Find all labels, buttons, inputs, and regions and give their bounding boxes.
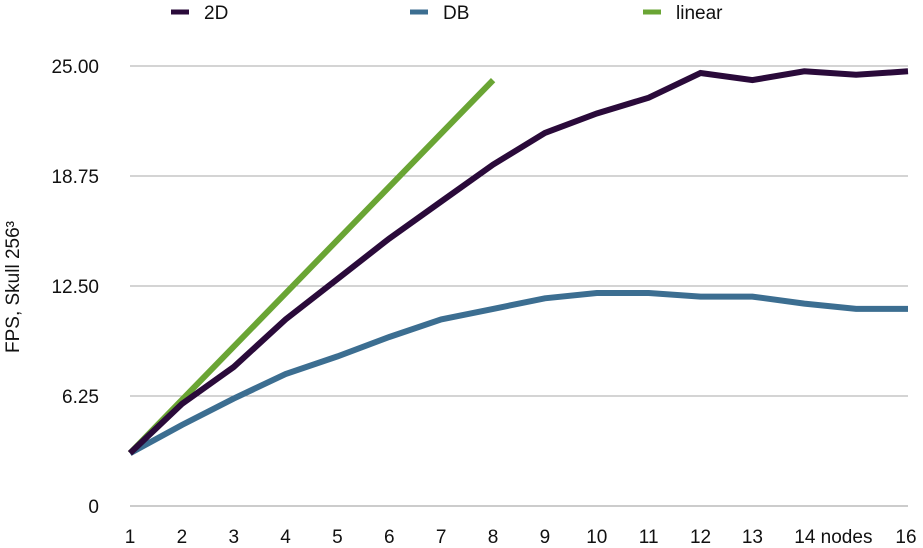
x-tick-label: 1: [125, 527, 136, 548]
series-line-linear: [127, 78, 496, 456]
y-axis-title: FPS, Skull 256³: [3, 221, 24, 353]
series-lines: [127, 68, 909, 456]
x-tick-label: 9: [540, 527, 551, 548]
y-tick-label: 18.75: [51, 167, 99, 188]
x-tick-label: 3: [228, 527, 239, 548]
x-tick-label: 2: [177, 527, 188, 548]
series-line-2d: [127, 68, 909, 456]
y-tick-label: 6.25: [62, 387, 99, 408]
legend-label-linear: linear: [676, 3, 723, 24]
legend-label-db: DB: [443, 3, 469, 24]
x-tick-label: 11: [639, 527, 659, 548]
x-tick-label: 5: [332, 527, 343, 548]
x-tick-label: 8: [488, 527, 499, 548]
y-tick-label: 12.50: [51, 277, 99, 298]
x-tick-label: 7: [436, 527, 447, 548]
grid-lines: [130, 65, 908, 507]
legend-label-2d: 2D: [204, 3, 228, 24]
x-tick-label: 12: [690, 527, 711, 548]
x-axis: 1 2 3 4 5 6 7 8 9 10 11 12 13 14 nodes 16: [125, 527, 917, 548]
x-tick-label: 16: [895, 527, 916, 548]
y-axis: 0 6.25 12.50 18.75 25.00: [51, 57, 99, 518]
legend: 2D DB linear: [171, 3, 723, 24]
x-tick-label: 10: [586, 527, 607, 548]
x-tick-label: 4: [280, 527, 291, 548]
x-tick-label: 13: [742, 527, 763, 548]
x-tick-label: 14 nodes: [794, 527, 872, 548]
y-tick-label: 0: [88, 497, 99, 518]
series-line-db: [128, 290, 908, 456]
x-tick-label: 6: [384, 527, 395, 548]
y-tick-label: 25.00: [51, 57, 99, 78]
